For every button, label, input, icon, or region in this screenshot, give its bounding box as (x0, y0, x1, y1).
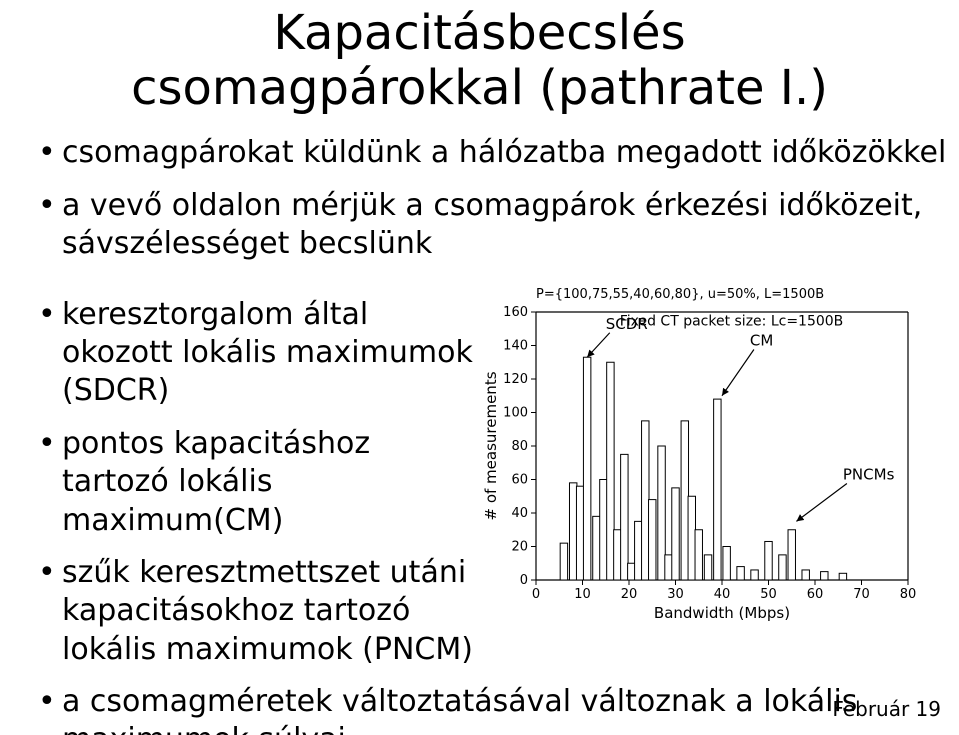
svg-text:100: 100 (503, 405, 528, 420)
svg-text:30: 30 (667, 587, 684, 602)
bullet-2-text: a vevő oldalon mérjük a csomagpárok érke… (62, 188, 922, 261)
bullet-5: szűk keresztmettszet utáni kapacitásokho… (38, 554, 480, 669)
histogram-chart: P={100,75,55,40,60,80}, u=50%, L=1500B 0 2… (480, 284, 920, 624)
svg-text:80: 80 (900, 587, 917, 602)
bullet-2: a vevő oldalon mérjük a csomagpárok érke… (38, 187, 959, 264)
svg-text:20: 20 (511, 539, 528, 554)
svg-text:0: 0 (532, 587, 540, 602)
svg-text:CM: CM (750, 331, 773, 349)
title-line-2: csomagpárokkal (pathrate I.) (131, 60, 828, 116)
svg-text:Fixed CT packet size: Lc=1500B: Fixed CT packet size: Lc=1500B (620, 313, 844, 329)
svg-text:50: 50 (760, 587, 777, 602)
bullet-4-text: pontos kapacitáshoz tartozó lokális maxi… (62, 426, 370, 538)
bullet-5-text: szűk keresztmettszet utáni kapacitásokho… (62, 555, 473, 667)
svg-text:0: 0 (520, 573, 528, 588)
slide-title: Kapacitásbecslés csomagpárokkal (pathrat… (0, 0, 959, 116)
bullet-6-text: a csomagméretek változtatásával változna… (62, 684, 857, 735)
svg-text:SCDR: SCDR (606, 314, 648, 332)
bullet-3: keresztorgalom által okozott lokális max… (38, 296, 480, 411)
bullet-4: pontos kapacitáshoz tartozó lokális maxi… (38, 425, 480, 540)
bullet-list-bottom: a csomagméretek változtatásával változna… (38, 683, 959, 735)
svg-text:70: 70 (853, 587, 870, 602)
svg-text:10: 10 (574, 587, 591, 602)
svg-text:Bandwidth (Mbps): Bandwidth (Mbps) (654, 604, 790, 622)
bullet-list-left: keresztorgalom által okozott lokális max… (38, 296, 480, 670)
svg-text:40: 40 (511, 506, 528, 521)
svg-text:20: 20 (621, 587, 638, 602)
svg-text:60: 60 (807, 587, 824, 602)
svg-text:40: 40 (714, 587, 731, 602)
svg-text:P={100,75,55,40,60,80}, u=50%,: P={100,75,55,40,60,80}, u=50%, L=1500B (536, 287, 824, 302)
title-line-1: Kapacitásbecslés (273, 5, 685, 61)
bullet-6: a csomagméretek változtatásával változna… (38, 683, 959, 735)
svg-text:120: 120 (503, 372, 528, 387)
bullet-3-text: keresztorgalom által okozott lokális max… (62, 297, 473, 409)
bullet-1: csomagpárokat küldünk a hálózatba megado… (38, 134, 959, 172)
svg-text:# of measurements: # of measurements (482, 371, 500, 520)
bullet-1-text: csomagpárokat küldünk a hálózatba megado… (62, 135, 946, 170)
svg-text:60: 60 (511, 472, 528, 487)
bullet-list: csomagpárokat küldünk a hálózatba megado… (38, 134, 959, 263)
svg-text:160: 160 (503, 305, 528, 320)
svg-text:80: 80 (511, 439, 528, 454)
footer-date: Február 19 (832, 697, 941, 721)
svg-text:PNCMs: PNCMs (843, 465, 895, 483)
svg-text:140: 140 (503, 338, 528, 353)
